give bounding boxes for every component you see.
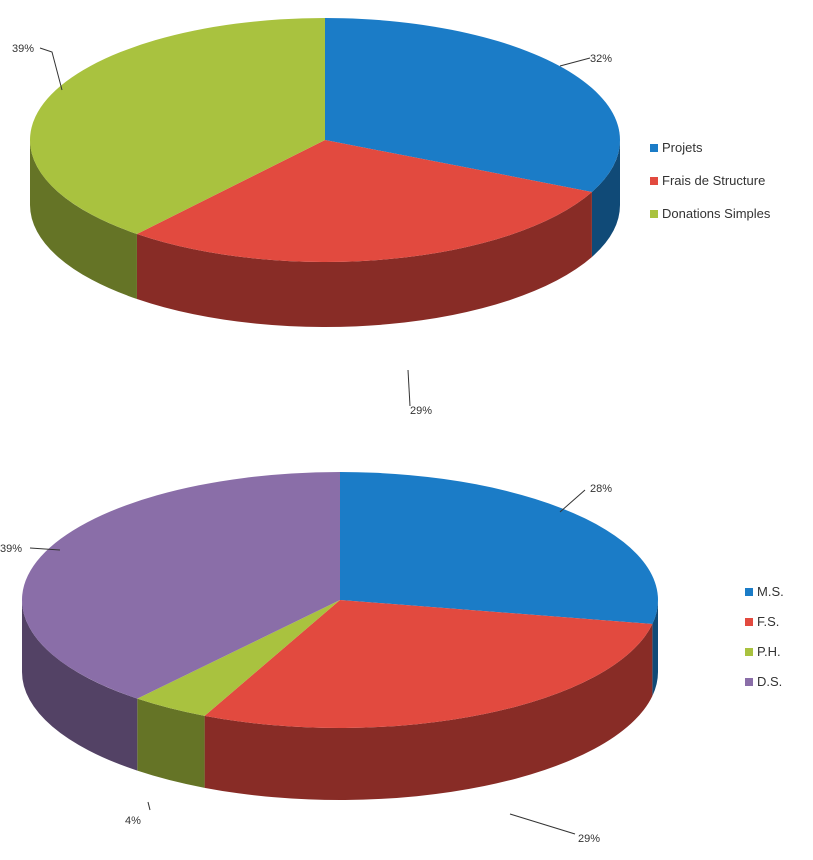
legend-label: M.S. bbox=[757, 584, 784, 599]
legend-swatch bbox=[745, 618, 753, 626]
pie-slice-d-s- bbox=[22, 472, 341, 699]
pie-slice-projets bbox=[325, 18, 620, 192]
legend-swatch bbox=[650, 210, 658, 218]
data-label-f-s-: 29% bbox=[578, 833, 600, 845]
leader-line bbox=[407, 369, 411, 407]
leader-line bbox=[509, 813, 576, 835]
legend-label: Donations Simples bbox=[662, 206, 771, 221]
pie-slice-donations-simples bbox=[30, 18, 326, 235]
pie-side-d-s- bbox=[22, 600, 138, 771]
pie-side-donations-simples bbox=[30, 140, 137, 300]
pie-side-f-s- bbox=[204, 623, 653, 800]
data-label-p-h-: 4% bbox=[125, 815, 141, 827]
pie-side-projets bbox=[591, 140, 620, 257]
pie-slice-f-s- bbox=[204, 600, 653, 728]
leader-line bbox=[39, 47, 63, 91]
pie-chart-top-svg: 32% 29% 39% Projets Frais de Structure Donati… bbox=[12, 18, 771, 417]
pie-side-walls bbox=[22, 600, 658, 800]
pie-slice-frais-de-structure bbox=[136, 140, 592, 262]
pie-side-frais-de-structure bbox=[136, 191, 592, 327]
pie-slice-p-h- bbox=[137, 600, 340, 716]
legend-label: Frais de Structure bbox=[662, 173, 765, 188]
legend-label: D.S. bbox=[757, 674, 782, 689]
leader-line bbox=[29, 547, 61, 551]
pie-slices bbox=[30, 18, 620, 262]
data-label-projets: 32% bbox=[590, 53, 612, 65]
pie-chart-top: 32% 29% 39% Projets Frais de Structure Donati… bbox=[12, 18, 771, 417]
pie-side-walls bbox=[30, 140, 620, 327]
legend-swatch bbox=[650, 177, 658, 185]
data-label-donations-simples: 39% bbox=[12, 43, 34, 55]
leader-line bbox=[559, 489, 586, 513]
data-label-d-s-: 39% bbox=[0, 543, 22, 555]
legend-label: Projets bbox=[662, 140, 703, 155]
leader-line bbox=[559, 57, 591, 67]
legend-label: F.S. bbox=[757, 614, 779, 629]
pie-side-m-s- bbox=[652, 600, 658, 696]
legend: Projets Frais de Structure Donations Simpl… bbox=[650, 140, 771, 221]
legend: M.S. F.S. P.H. D.S. bbox=[745, 584, 784, 689]
legend-swatch bbox=[650, 144, 658, 152]
legend-label: P.H. bbox=[757, 644, 781, 659]
pie-side-p-h- bbox=[137, 698, 205, 788]
pie-slice-m-s- bbox=[340, 472, 658, 624]
data-label-frais-de-structure: 29% bbox=[410, 405, 432, 417]
legend-swatch bbox=[745, 648, 753, 656]
data-label-m-s-: 28% bbox=[590, 483, 612, 495]
pie-chart-bottom-svg: 28% 29% 4% 39% M.S. F.S. P.H. D.S. bbox=[0, 472, 784, 845]
legend-swatch bbox=[745, 588, 753, 596]
pie-slices bbox=[22, 472, 658, 728]
leader-line bbox=[147, 801, 151, 811]
legend-swatch bbox=[745, 678, 753, 686]
pie-chart-bottom: 28% 29% 4% 39% M.S. F.S. P.H. D.S. bbox=[0, 430, 813, 860]
